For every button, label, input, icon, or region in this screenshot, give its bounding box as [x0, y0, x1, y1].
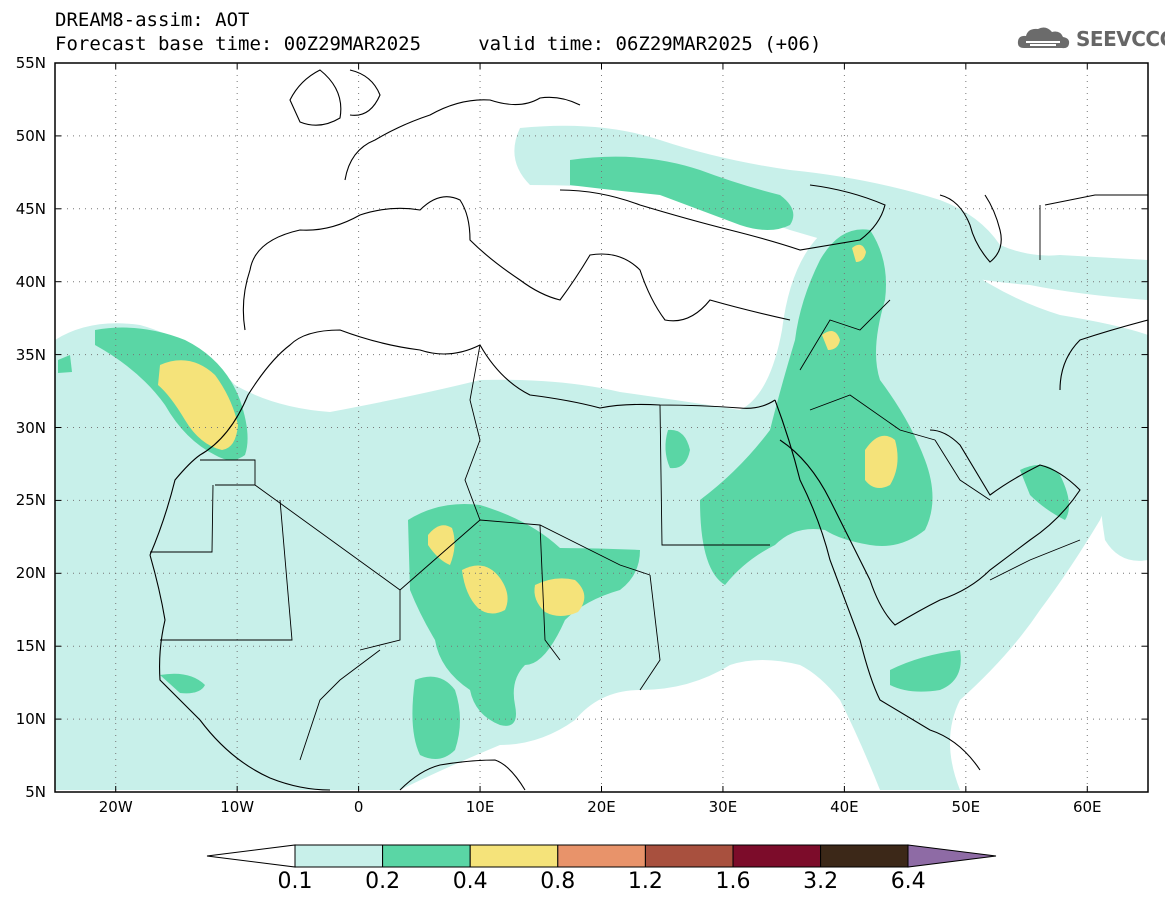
lat-label: 5N: [25, 783, 46, 801]
lat-label: 25N: [15, 491, 46, 510]
lat-label: 50N: [15, 126, 46, 145]
lat-label: 35N: [15, 345, 46, 364]
map-title: DREAM8-assim: AOT: [55, 9, 250, 31]
lon-label: 30E: [708, 798, 738, 816]
colorbar-bin: [732, 844, 822, 868]
lon-label: 60E: [1072, 798, 1102, 816]
lat-label: 10N: [15, 710, 46, 729]
colorbar-bin: [820, 844, 909, 868]
cloud-icon: [1017, 27, 1070, 49]
colorbar-level-label: 0.1: [277, 869, 313, 894]
lon-label: 40E: [830, 798, 859, 816]
colorbar-bin: [294, 844, 384, 868]
aot-level-0.2: [58, 156, 1069, 759]
lon-label: 0: [353, 798, 364, 816]
aot-level-0.4: [158, 244, 898, 616]
logo-text: SEEVCCC: [1076, 27, 1165, 51]
lat-label: 15N: [15, 637, 46, 656]
lon-label: 20W: [98, 798, 133, 816]
colorbar-level-label: 1.2: [627, 869, 663, 894]
colorbar-level-label: 3.2: [803, 869, 839, 894]
coastlines: [149, 69, 1148, 791]
colorbar-level-label: 1.6: [715, 869, 751, 894]
lon-label: 10W: [220, 798, 255, 816]
lat-lon-grid: [55, 63, 1148, 792]
lon-label: 10E: [465, 798, 495, 816]
lon-label: 20E: [587, 798, 616, 816]
colorbar-bin: [382, 844, 471, 868]
country-borders: [150, 205, 1081, 761]
aot-field: [55, 125, 1148, 790]
colorbar-bin: [557, 844, 646, 868]
colorbar-level-label: 6.4: [890, 869, 926, 894]
colorbar-level-label: 0.2: [365, 869, 401, 894]
lon-label: 50E: [951, 798, 981, 816]
lat-label: 55N: [15, 54, 46, 72]
lat-label: 30N: [15, 418, 46, 437]
lat-label: 40N: [15, 272, 46, 291]
colorbar-bin: [644, 844, 734, 868]
axis-ticks: [55, 62, 1148, 793]
colorbar-under-triangle: [206, 844, 296, 868]
colorbar-level-label: 0.8: [540, 869, 576, 894]
colorbar-over-triangle: [907, 844, 997, 868]
colorbar: [206, 844, 997, 868]
colorbar-level-label: 0.4: [452, 869, 488, 894]
seevccc-logo: SEEVCCC: [1016, 24, 1165, 54]
lat-label: 20N: [15, 564, 46, 583]
lat-label: 45N: [15, 199, 46, 218]
forecast-times: Forecast base time: 00Z29MAR2025 valid t…: [55, 33, 822, 55]
colorbar-bin: [469, 844, 559, 868]
